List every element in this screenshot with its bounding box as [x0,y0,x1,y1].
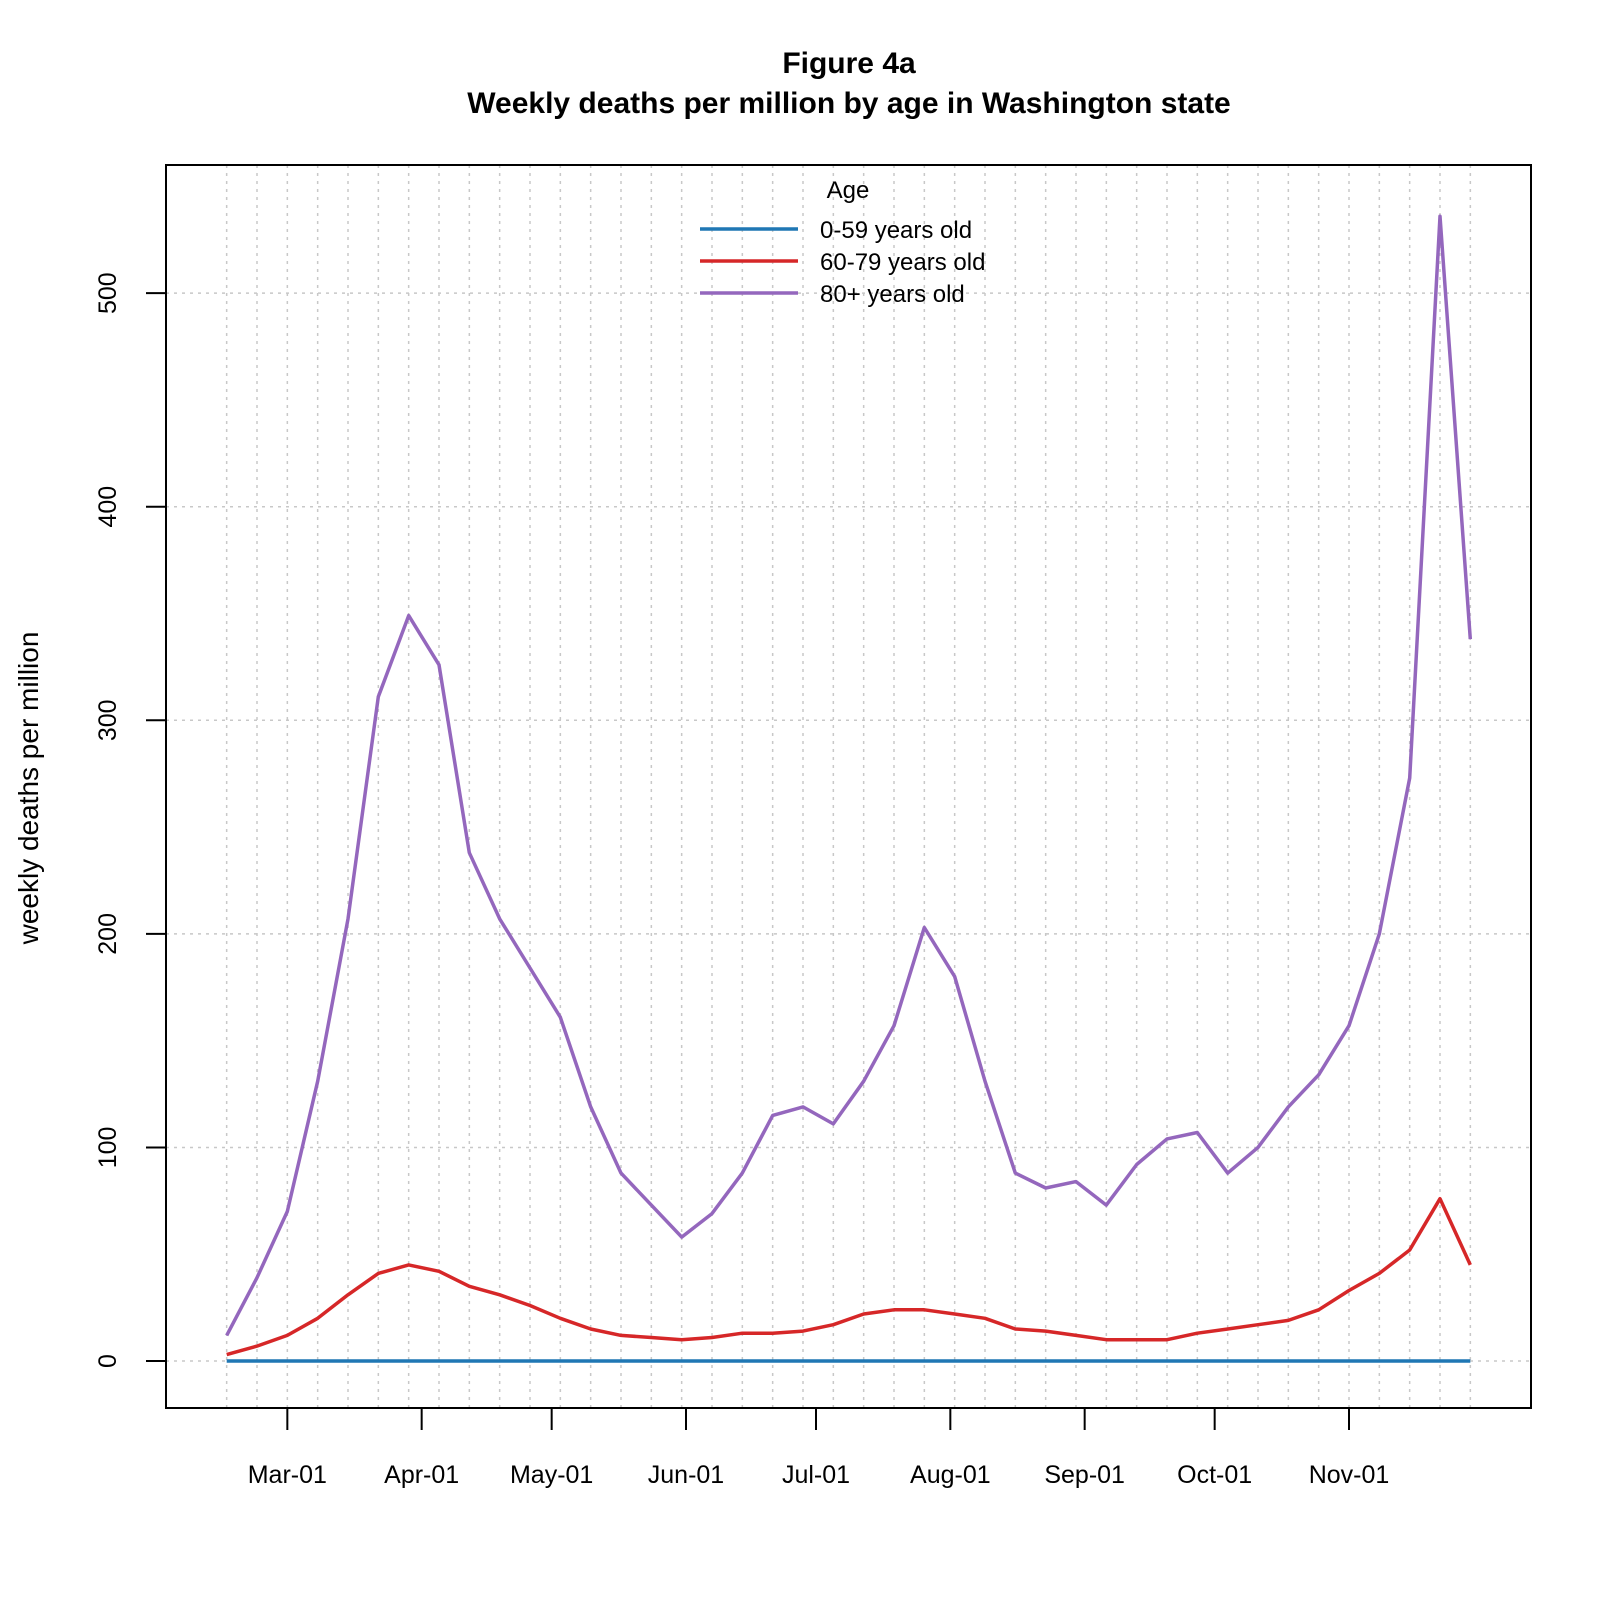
plot-frame [165,164,1532,1409]
series-line-2 [226,1196,1472,1357]
x-tick-label: May-01 [510,1461,593,1489]
y-axis: 0 100 200 300 400 500 [94,272,166,1368]
x-tick-label: Mar-01 [248,1461,327,1489]
x-tick-label: Oct-01 [1177,1461,1252,1489]
x-tick-label: Jul-01 [782,1461,850,1489]
y-tick-label: 400 [94,486,122,528]
x-tick-label: Aug-01 [910,1461,991,1489]
y-tick-label: 200 [94,913,122,955]
x-tick-label: Jun-01 [648,1461,724,1489]
y-axis-label: weekly deaths per million [13,632,44,946]
series-line-3 [225,214,1473,1337]
chart-subtitle: Weekly deaths per million by age in Wash… [467,87,1231,120]
x-tick-label: Nov-01 [1309,1461,1390,1489]
x-tick-label: Sep-01 [1044,1461,1125,1489]
legend: Age 0-59 years old 60-79 years old 80+ yea… [700,177,985,308]
y-tick-label: 0 [94,1354,122,1368]
legend-title: Age [827,177,870,204]
x-tick-label: Apr-01 [384,1461,459,1489]
y-tick-label: 500 [94,272,122,314]
grid [166,165,1531,1408]
y-tick-label: 300 [94,699,122,741]
x-axis: Mar-01 Apr-01 May-01 Jun-01 Jul-01 Aug-01 Sep-… [248,1408,1390,1489]
chart-title: Figure 4a [782,47,916,80]
series-layer [225,214,1473,1363]
legend-label-1: 0-59 years old [820,217,972,244]
legend-label-3: 80+ years old [820,281,965,308]
y-tick-label: 100 [94,1127,122,1169]
legend-label-2: 60-79 years old [820,249,985,276]
